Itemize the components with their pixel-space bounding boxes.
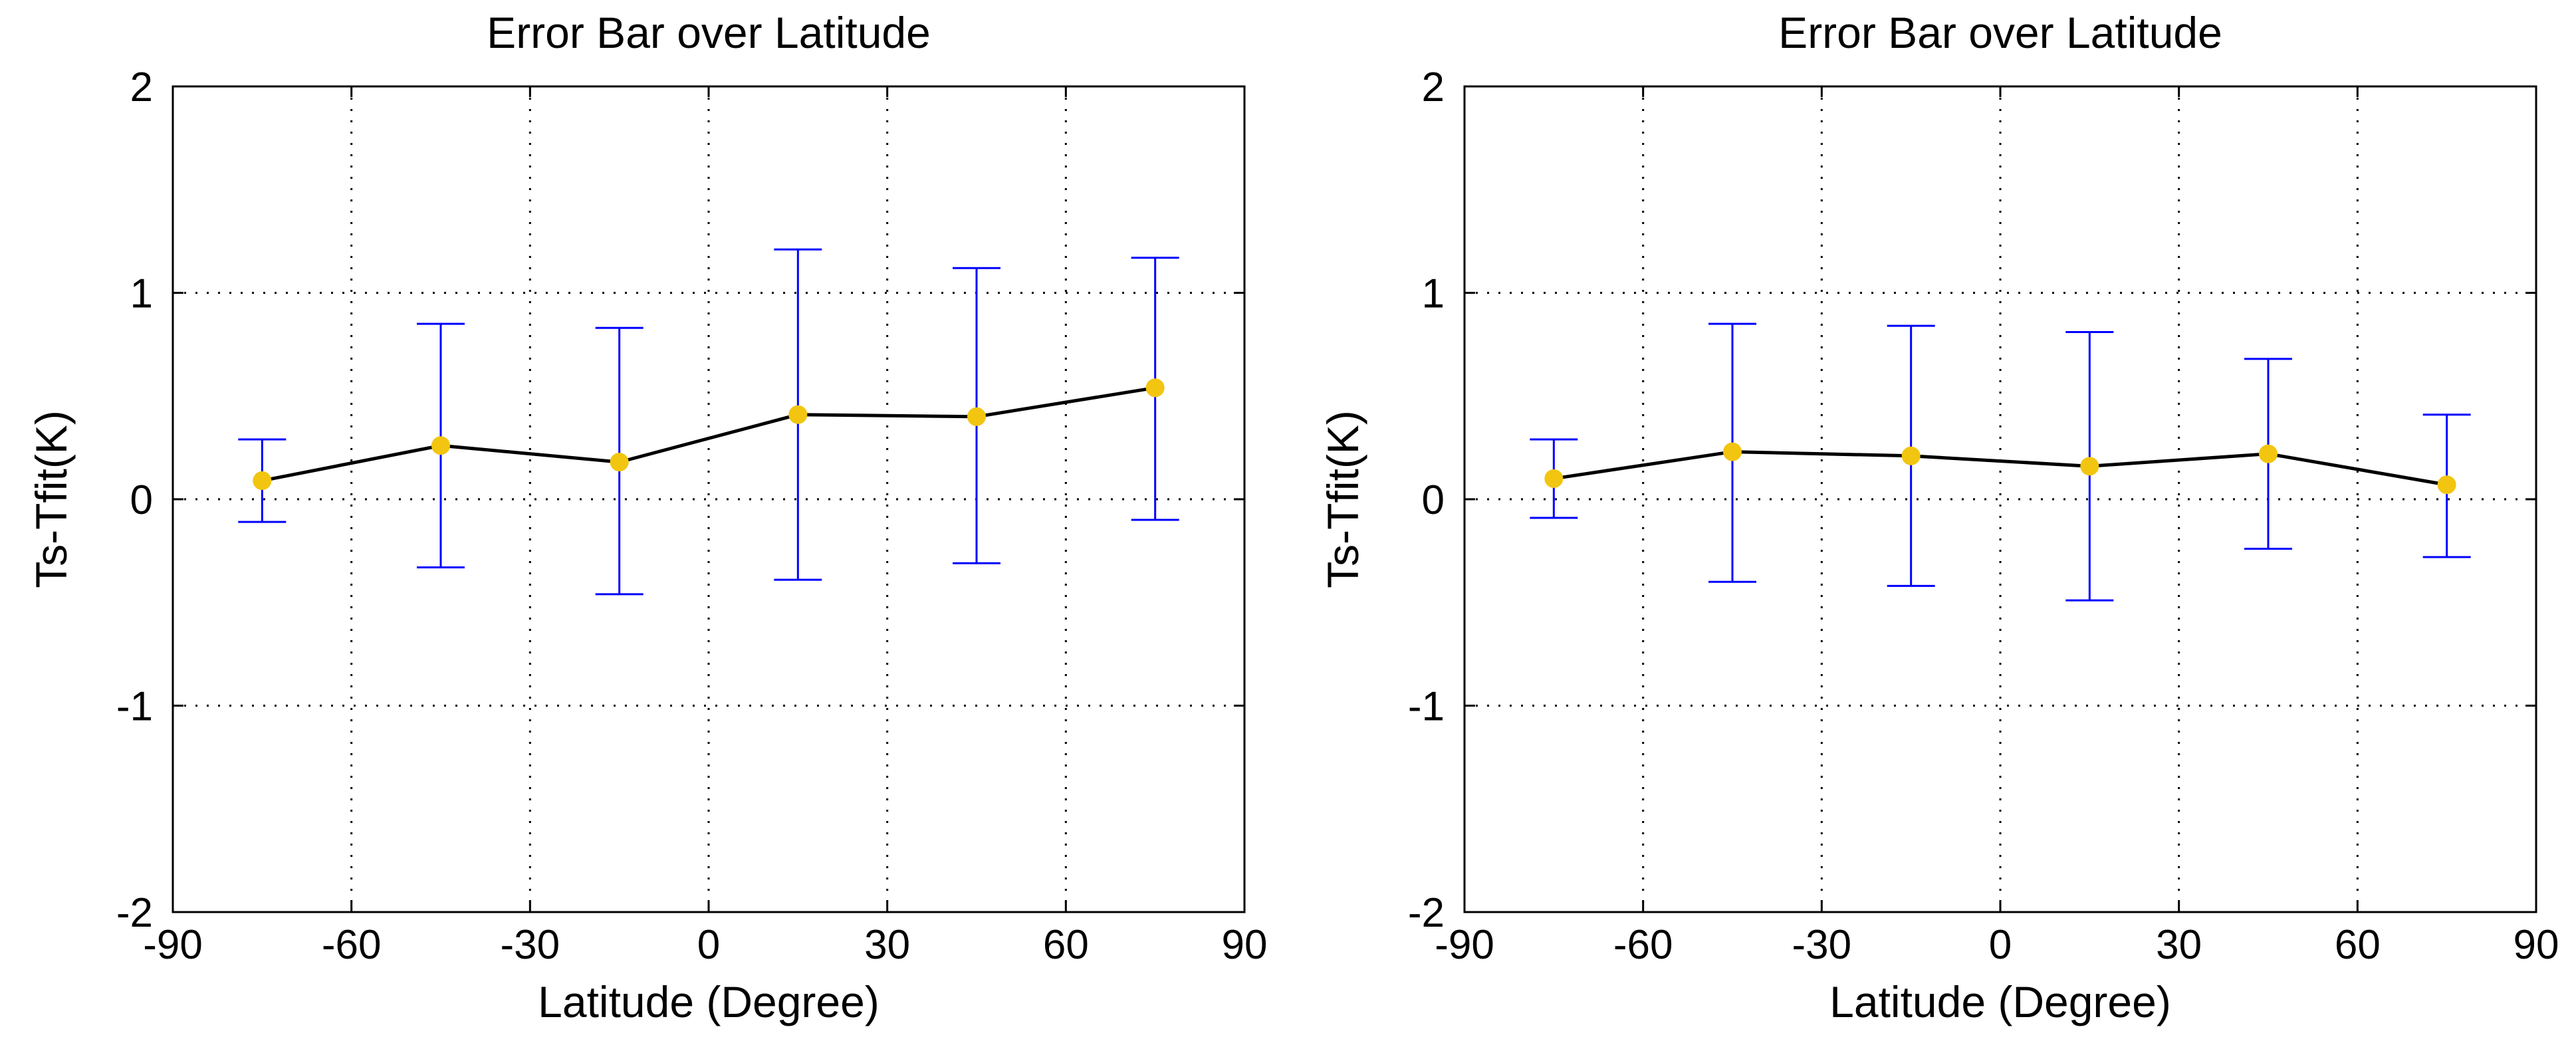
x-tick-label: 30 xyxy=(2156,922,2202,968)
x-tick-label: -30 xyxy=(1792,922,1852,968)
data-point xyxy=(610,453,629,472)
y-tick-label: 0 xyxy=(1422,477,1445,523)
series-line xyxy=(1553,450,2448,487)
y-axis-label: Ts-Tfit(K) xyxy=(27,410,76,588)
data-point xyxy=(431,436,450,455)
y-tick-label: 0 xyxy=(130,477,153,523)
data-point xyxy=(2437,475,2456,495)
x-tick-label: 0 xyxy=(1989,922,2012,968)
y-tick-label: 2 xyxy=(130,64,153,110)
chart-title: Error Bar over Latitude xyxy=(487,8,931,57)
data-point xyxy=(1723,442,1742,461)
x-tick-label: 60 xyxy=(1043,922,1089,968)
x-axis-label: Latitude (Degree) xyxy=(1829,977,2171,1026)
x-tick-label: 30 xyxy=(864,922,910,968)
data-point xyxy=(1145,378,1165,398)
x-tick-label: 90 xyxy=(1222,922,1268,968)
y-tick-label: -2 xyxy=(1408,890,1445,936)
y-tick-label: 1 xyxy=(1422,271,1445,317)
data-point xyxy=(1901,446,1921,465)
chart-1: -90 -60 -30 0 30 60 90 -2 -1 0 1 2 Error Bar over La… xyxy=(27,8,1267,1026)
y-tick-label: 2 xyxy=(1422,64,1445,110)
y-tick-label: -1 xyxy=(116,684,153,730)
data-point xyxy=(788,405,808,424)
y-tick-label: 1 xyxy=(130,271,153,317)
y-tick-label: -1 xyxy=(1408,684,1445,730)
y-axis-label: Ts-Tfit(K) xyxy=(1318,410,1367,588)
x-tick-label: -30 xyxy=(501,922,560,968)
series-line xyxy=(261,386,1156,483)
y-tick-label: -2 xyxy=(116,890,153,936)
data-point xyxy=(2259,444,2278,463)
x-tick-label: 60 xyxy=(2335,922,2381,968)
data-point xyxy=(967,407,986,426)
data-point xyxy=(253,471,272,491)
x-tick-label: -60 xyxy=(322,922,382,968)
x-tick-label: -90 xyxy=(1435,922,1494,968)
chart-title: Error Bar over Latitude xyxy=(1778,8,2222,57)
data-point xyxy=(2080,457,2099,476)
x-tick-label: -60 xyxy=(1613,922,1673,968)
x-tick-label: -90 xyxy=(143,922,203,968)
x-tick-label: 0 xyxy=(697,922,720,968)
x-axis-label: Latitude (Degree) xyxy=(538,977,879,1026)
x-tick-label: 90 xyxy=(2514,922,2559,968)
chart-2: -90 -60 -30 0 30 60 90 -2 -1 0 1 2 Error Bar over La… xyxy=(1318,8,2559,1026)
data-point xyxy=(1544,469,1564,488)
